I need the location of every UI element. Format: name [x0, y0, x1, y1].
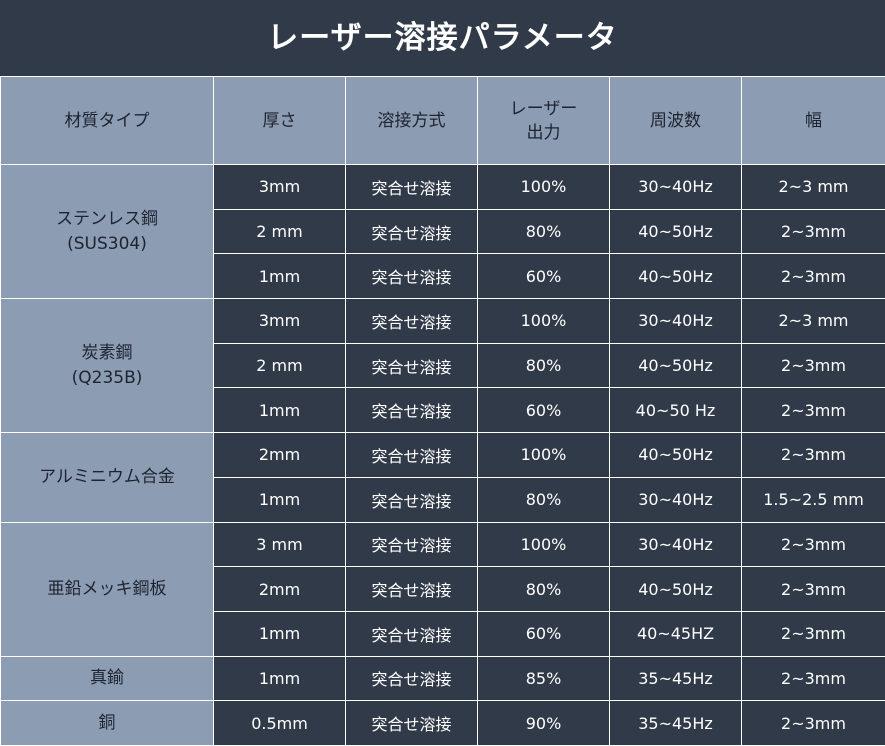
material-cell: アルミニウム合金: [0, 432, 214, 523]
table-row: 2 mm 突合せ溶接 80% 40~50Hz 2~3mm: [1, 208, 885, 255]
table-row: ステンレス鋼 (SUS304) 3mm 突合せ溶接 100% 30~40Hz 2~3 mm: [0, 163, 885, 300]
material-cell: 炭素鋼 (Q235B): [0, 298, 214, 434]
thickness-cell: 2mm: [213, 566, 346, 612]
table-row: 炭素鋼 (Q235B) 3mm 突合せ溶接 100% 30~40Hz 2~3 mm: [0, 298, 885, 434]
thickness-cell: 1mm: [213, 476, 346, 523]
power-cell: 60%: [477, 387, 610, 434]
power-cell: 80%: [477, 208, 610, 255]
frequency-cell: 30~40Hz: [609, 298, 742, 344]
header-thickness: 厚さ: [213, 76, 346, 165]
width-cell: 1.5~2.5 mm: [741, 476, 885, 523]
power-cell: 80%: [477, 342, 610, 389]
method-cell: 突合せ溶接: [345, 700, 478, 746]
frequency-cell: 30~40Hz: [609, 476, 742, 523]
table-row: 1mm 突合せ溶接 60% 40~45HZ 2~3mm: [1, 610, 885, 657]
width-cell: 2~3mm: [741, 432, 885, 478]
power-cell: 90%: [477, 700, 610, 746]
frequency-cell: 35~45Hz: [609, 655, 742, 702]
method-cell: 突合せ溶接: [345, 610, 478, 657]
frequency-cell: 40~50Hz: [609, 566, 742, 612]
power-cell: 60%: [477, 253, 610, 300]
table-body: ステンレス鋼 (SUS304) 3mm 突合せ溶接 100% 30~40Hz 2~3 mm 2…: [0, 163, 885, 746]
method-cell: 突合せ溶接: [345, 387, 478, 434]
table-row: 銅 0.5mm 突合せ溶接 90% 35~45Hz 2~3mm: [0, 700, 885, 746]
frequency-cell: 40~50Hz: [609, 253, 742, 300]
method-cell: 突合せ溶接: [345, 521, 478, 568]
header-width: 幅: [741, 76, 885, 165]
method-cell: 突合せ溶接: [345, 298, 478, 344]
method-cell: 突合せ溶接: [345, 566, 478, 612]
frequency-cell: 40~50Hz: [609, 342, 742, 389]
header-material: 材質タイプ: [0, 76, 214, 165]
table-row: 2 mm 突合せ溶接 80% 40~50Hz 2~3mm: [1, 342, 885, 389]
width-cell: 2~3mm: [741, 700, 885, 746]
power-cell: 80%: [477, 476, 610, 523]
thickness-cell: 3mm: [213, 298, 346, 344]
frequency-cell: 40~50Hz: [609, 208, 742, 255]
table-row: 真鍮 1mm 突合せ溶接 85% 35~45Hz 2~3mm: [0, 655, 885, 702]
frequency-cell: 30~40Hz: [609, 164, 742, 210]
power-cell: 60%: [477, 610, 610, 657]
page-title: レーザー溶接パラメータ: [267, 20, 618, 56]
width-cell: 2~3mm: [741, 387, 885, 434]
width-cell: 2~3mm: [741, 253, 885, 300]
header-method: 溶接方式: [345, 76, 478, 165]
method-cell: 突合せ溶接: [345, 655, 478, 702]
thickness-cell: 0.5mm: [213, 700, 346, 746]
width-cell: 2~3mm: [741, 521, 885, 568]
thickness-cell: 2mm: [213, 432, 346, 478]
thickness-cell: 1mm: [213, 655, 346, 702]
header-power: レーザー 出力: [477, 76, 610, 165]
power-cell: 100%: [477, 521, 610, 568]
method-cell: 突合せ溶接: [345, 476, 478, 523]
power-cell: 100%: [477, 164, 610, 210]
table-row: 1mm 突合せ溶接 80% 30~40Hz 1.5~2.5 mm: [1, 476, 885, 523]
table-row: 2mm 突合せ溶接 80% 40~50Hz 2~3mm: [1, 566, 885, 612]
thickness-cell: 2 mm: [213, 208, 346, 255]
material-cell: 亜鉛メッキ鋼板: [0, 521, 214, 657]
frequency-cell: 30~40Hz: [609, 521, 742, 568]
method-cell: 突合せ溶接: [345, 208, 478, 255]
material-cell: 真鍮: [0, 655, 214, 702]
method-cell: 突合せ溶接: [345, 432, 478, 478]
method-cell: 突合せ溶接: [345, 342, 478, 389]
parameter-table: 材質タイプ 厚さ 溶接方式 レーザー 出力 周波数幅 ステンレス鋼 (SUS304) 3mm 突…: [0, 76, 885, 746]
header-frequency: 周波数: [609, 76, 742, 165]
width-cell: 2~3 mm: [741, 164, 885, 210]
width-cell: 2~3mm: [741, 655, 885, 702]
thickness-cell: 3 mm: [213, 521, 346, 568]
material-cell: ステンレス鋼 (SUS304): [0, 163, 214, 300]
thickness-cell: 1mm: [213, 253, 346, 300]
power-cell: 80%: [477, 566, 610, 612]
frequency-cell: 40~45HZ: [609, 610, 742, 657]
power-cell: 100%: [477, 298, 610, 344]
width-cell: 2~3mm: [741, 610, 885, 657]
table-row: 亜鉛メッキ鋼板 3 mm 突合せ溶接 100% 30~40Hz 2~3mm: [0, 521, 885, 657]
power-cell: 100%: [477, 432, 610, 478]
thickness-cell: 1mm: [213, 610, 346, 657]
width-cell: 2~3 mm: [741, 298, 885, 344]
frequency-cell: 35~45Hz: [609, 700, 742, 746]
thickness-cell: 2 mm: [213, 342, 346, 389]
method-cell: 突合せ溶接: [345, 164, 478, 210]
table-row: 1mm 突合せ溶接 60% 40~50Hz 2~3mm: [1, 253, 885, 300]
thickness-cell: 1mm: [213, 387, 346, 434]
material-cell: 銅: [0, 700, 214, 746]
frequency-cell: 40~50Hz: [609, 432, 742, 478]
header-row: 材質タイプ 厚さ 溶接方式 レーザー 出力 周波数幅: [0, 76, 885, 165]
power-cell: 85%: [477, 655, 610, 702]
width-cell: 2~3mm: [741, 566, 885, 612]
width-cell: 2~3mm: [741, 208, 885, 255]
table-row: アルミニウム合金 2mm 突合せ溶接 100% 40~50Hz 2~3mm: [0, 432, 885, 523]
thickness-cell: 3mm: [213, 164, 346, 210]
width-cell: 2~3mm: [741, 342, 885, 389]
frequency-cell: 40~50 Hz: [609, 387, 742, 434]
method-cell: 突合せ溶接: [345, 253, 478, 300]
table-row: 1mm 突合せ溶接 60% 40~50 Hz 2~3mm: [1, 387, 885, 434]
